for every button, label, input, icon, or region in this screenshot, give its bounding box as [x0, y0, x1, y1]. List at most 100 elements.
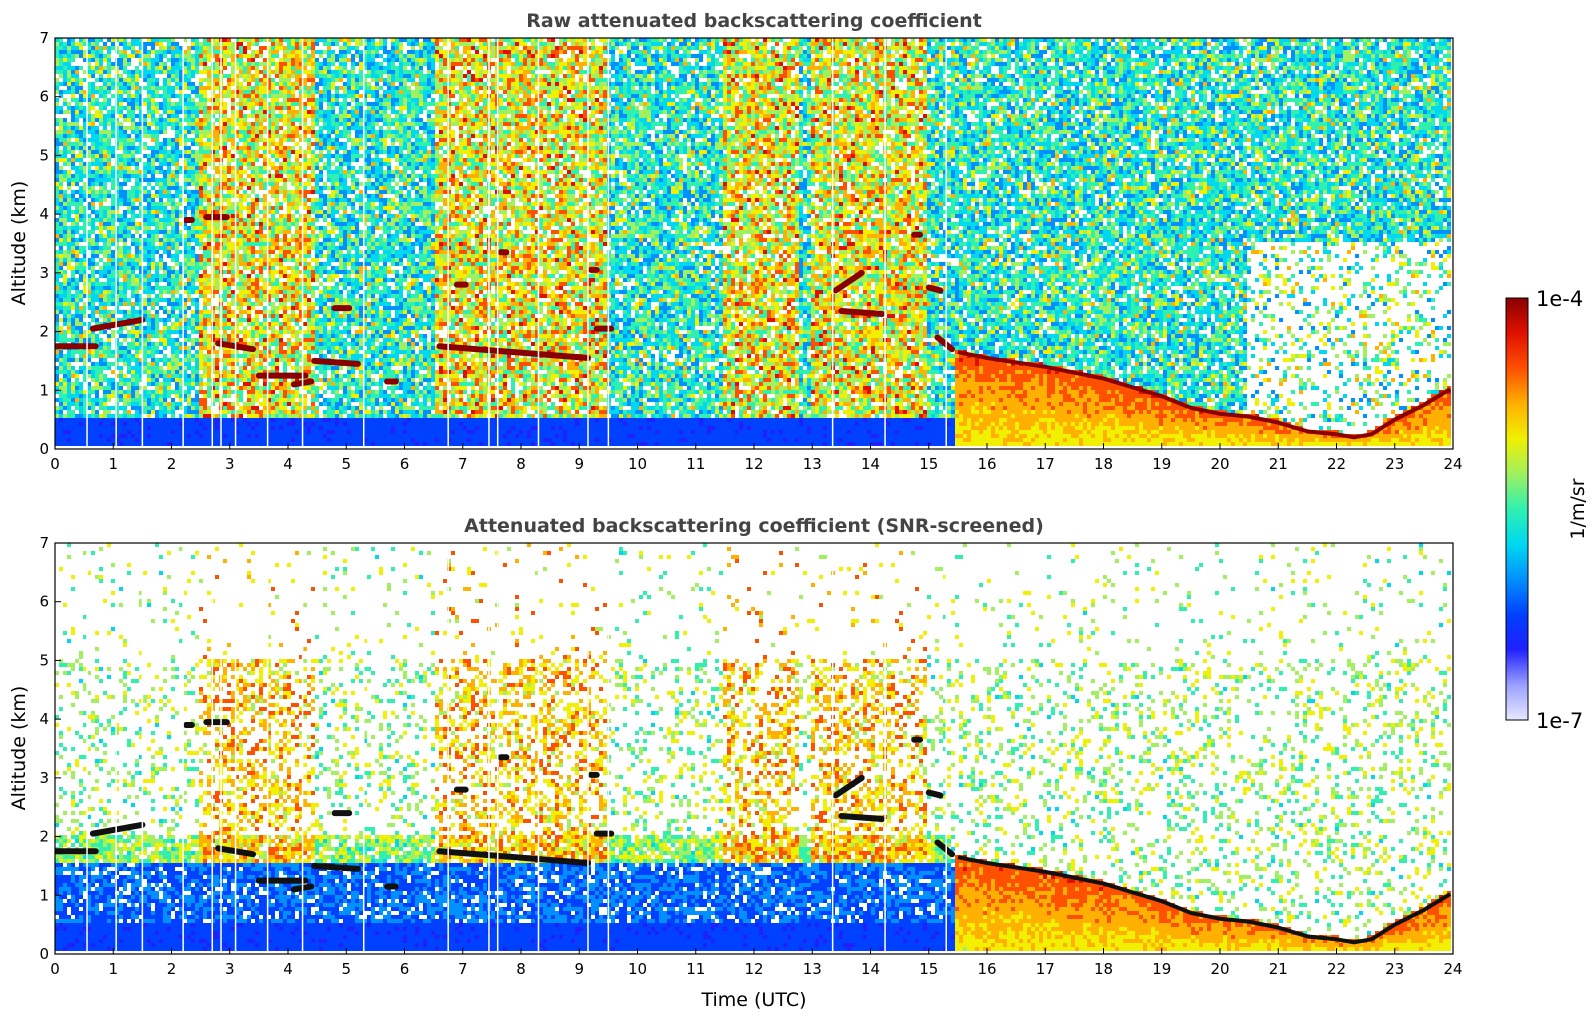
heatmap-cell	[107, 154, 111, 158]
heatmap-cell	[99, 378, 103, 382]
heatmap-cell	[79, 398, 83, 402]
heatmap-cell	[127, 90, 131, 94]
heatmap-cell	[151, 230, 155, 234]
heatmap-cell	[59, 66, 63, 70]
heatmap-cell	[119, 422, 123, 426]
heatmap-cell	[163, 150, 167, 154]
heatmap-cell	[59, 94, 63, 98]
heatmap-cell	[119, 186, 123, 190]
heatmap-cell	[195, 442, 199, 446]
heatmap-cell	[147, 82, 151, 86]
heatmap-cell	[59, 414, 63, 418]
heatmap-cell	[111, 198, 115, 202]
heatmap-cell	[151, 342, 155, 346]
heatmap-cell	[91, 186, 95, 190]
heatmap-cell	[107, 158, 111, 162]
heatmap-cell	[131, 354, 135, 358]
heatmap-cell	[67, 390, 71, 394]
heatmap-cell	[151, 242, 155, 246]
heatmap-cell	[147, 254, 151, 258]
heatmap-cell	[75, 434, 79, 438]
heatmap-cell	[151, 390, 155, 394]
heatmap-cell	[103, 430, 107, 434]
heatmap-cell	[119, 346, 123, 350]
heatmap-cell	[95, 422, 99, 426]
heatmap-cell	[127, 158, 131, 162]
heatmap-cell	[143, 46, 147, 50]
heatmap-cell	[103, 150, 107, 154]
heatmap-cell	[91, 430, 95, 434]
heatmap-cell	[135, 442, 139, 446]
heatmap-cell	[107, 342, 111, 346]
heatmap-cell	[195, 190, 199, 194]
heatmap-cell	[67, 370, 71, 374]
heatmap-cell	[127, 346, 131, 350]
heatmap-cell	[71, 358, 75, 362]
heatmap-cell	[75, 134, 79, 138]
heatmap-cell	[111, 394, 115, 398]
heatmap-cell	[91, 354, 95, 358]
heatmap-cell	[163, 50, 167, 54]
heatmap-cell	[147, 330, 151, 334]
heatmap-cell	[143, 254, 147, 258]
heatmap-cell	[151, 258, 155, 262]
heatmap-cell	[155, 146, 159, 150]
heatmap-cell	[159, 254, 163, 258]
heatmap-cell	[199, 58, 203, 62]
heatmap-cell	[107, 114, 111, 118]
heatmap-cell	[159, 382, 163, 386]
heatmap-cell	[59, 298, 63, 302]
heatmap-cell	[91, 378, 95, 382]
heatmap-cell	[123, 234, 127, 238]
heatmap-cell	[127, 94, 131, 98]
heatmap-cell	[175, 206, 179, 210]
heatmap-cell	[103, 314, 107, 318]
heatmap-cell	[191, 370, 195, 374]
heatmap-cell	[95, 354, 99, 358]
heatmap-cell	[75, 374, 79, 378]
heatmap-cell	[63, 222, 67, 226]
heatmap-cell	[103, 218, 107, 222]
heatmap-cell	[131, 214, 135, 218]
heatmap-cell	[163, 194, 167, 198]
heatmap-cell	[135, 358, 139, 362]
heatmap-cell	[147, 346, 151, 350]
heatmap-cell	[75, 334, 79, 338]
heatmap-cell	[95, 190, 99, 194]
heatmap-cell	[127, 46, 131, 50]
heatmap-cell	[199, 214, 203, 218]
heatmap-cell	[135, 278, 139, 282]
heatmap-cell	[75, 286, 79, 290]
heatmap-cell	[187, 362, 191, 366]
heatmap-cell	[171, 198, 175, 202]
heatmap-cell	[171, 338, 175, 342]
heatmap-cell	[131, 302, 135, 306]
heatmap-cell	[59, 206, 63, 210]
heatmap-cell	[171, 238, 175, 242]
heatmap-cell	[171, 358, 175, 362]
heatmap-cell	[163, 274, 167, 278]
heatmap-cell	[111, 242, 115, 246]
heatmap-cell	[135, 310, 139, 314]
heatmap-cell	[71, 266, 75, 270]
heatmap-cell	[79, 274, 83, 278]
heatmap-cell	[187, 190, 191, 194]
heatmap-cell	[135, 338, 139, 342]
heatmap-cell	[187, 326, 191, 330]
heatmap-cell	[119, 126, 123, 130]
heatmap-cell	[143, 174, 147, 178]
heatmap-cell	[135, 374, 139, 378]
heatmap-cell	[155, 302, 159, 306]
heatmap-cell	[103, 118, 107, 122]
heatmap-cell	[75, 270, 79, 274]
heatmap-cell	[67, 354, 71, 358]
heatmap-cell	[155, 266, 159, 270]
heatmap-cell	[187, 202, 191, 206]
heatmap-cell	[163, 158, 167, 162]
heatmap-cell	[155, 210, 159, 214]
heatmap-cell	[175, 242, 179, 246]
heatmap-cell	[131, 170, 135, 174]
heatmap-cell	[151, 262, 155, 266]
heatmap-cell	[147, 294, 151, 298]
heatmap-cell	[127, 254, 131, 258]
